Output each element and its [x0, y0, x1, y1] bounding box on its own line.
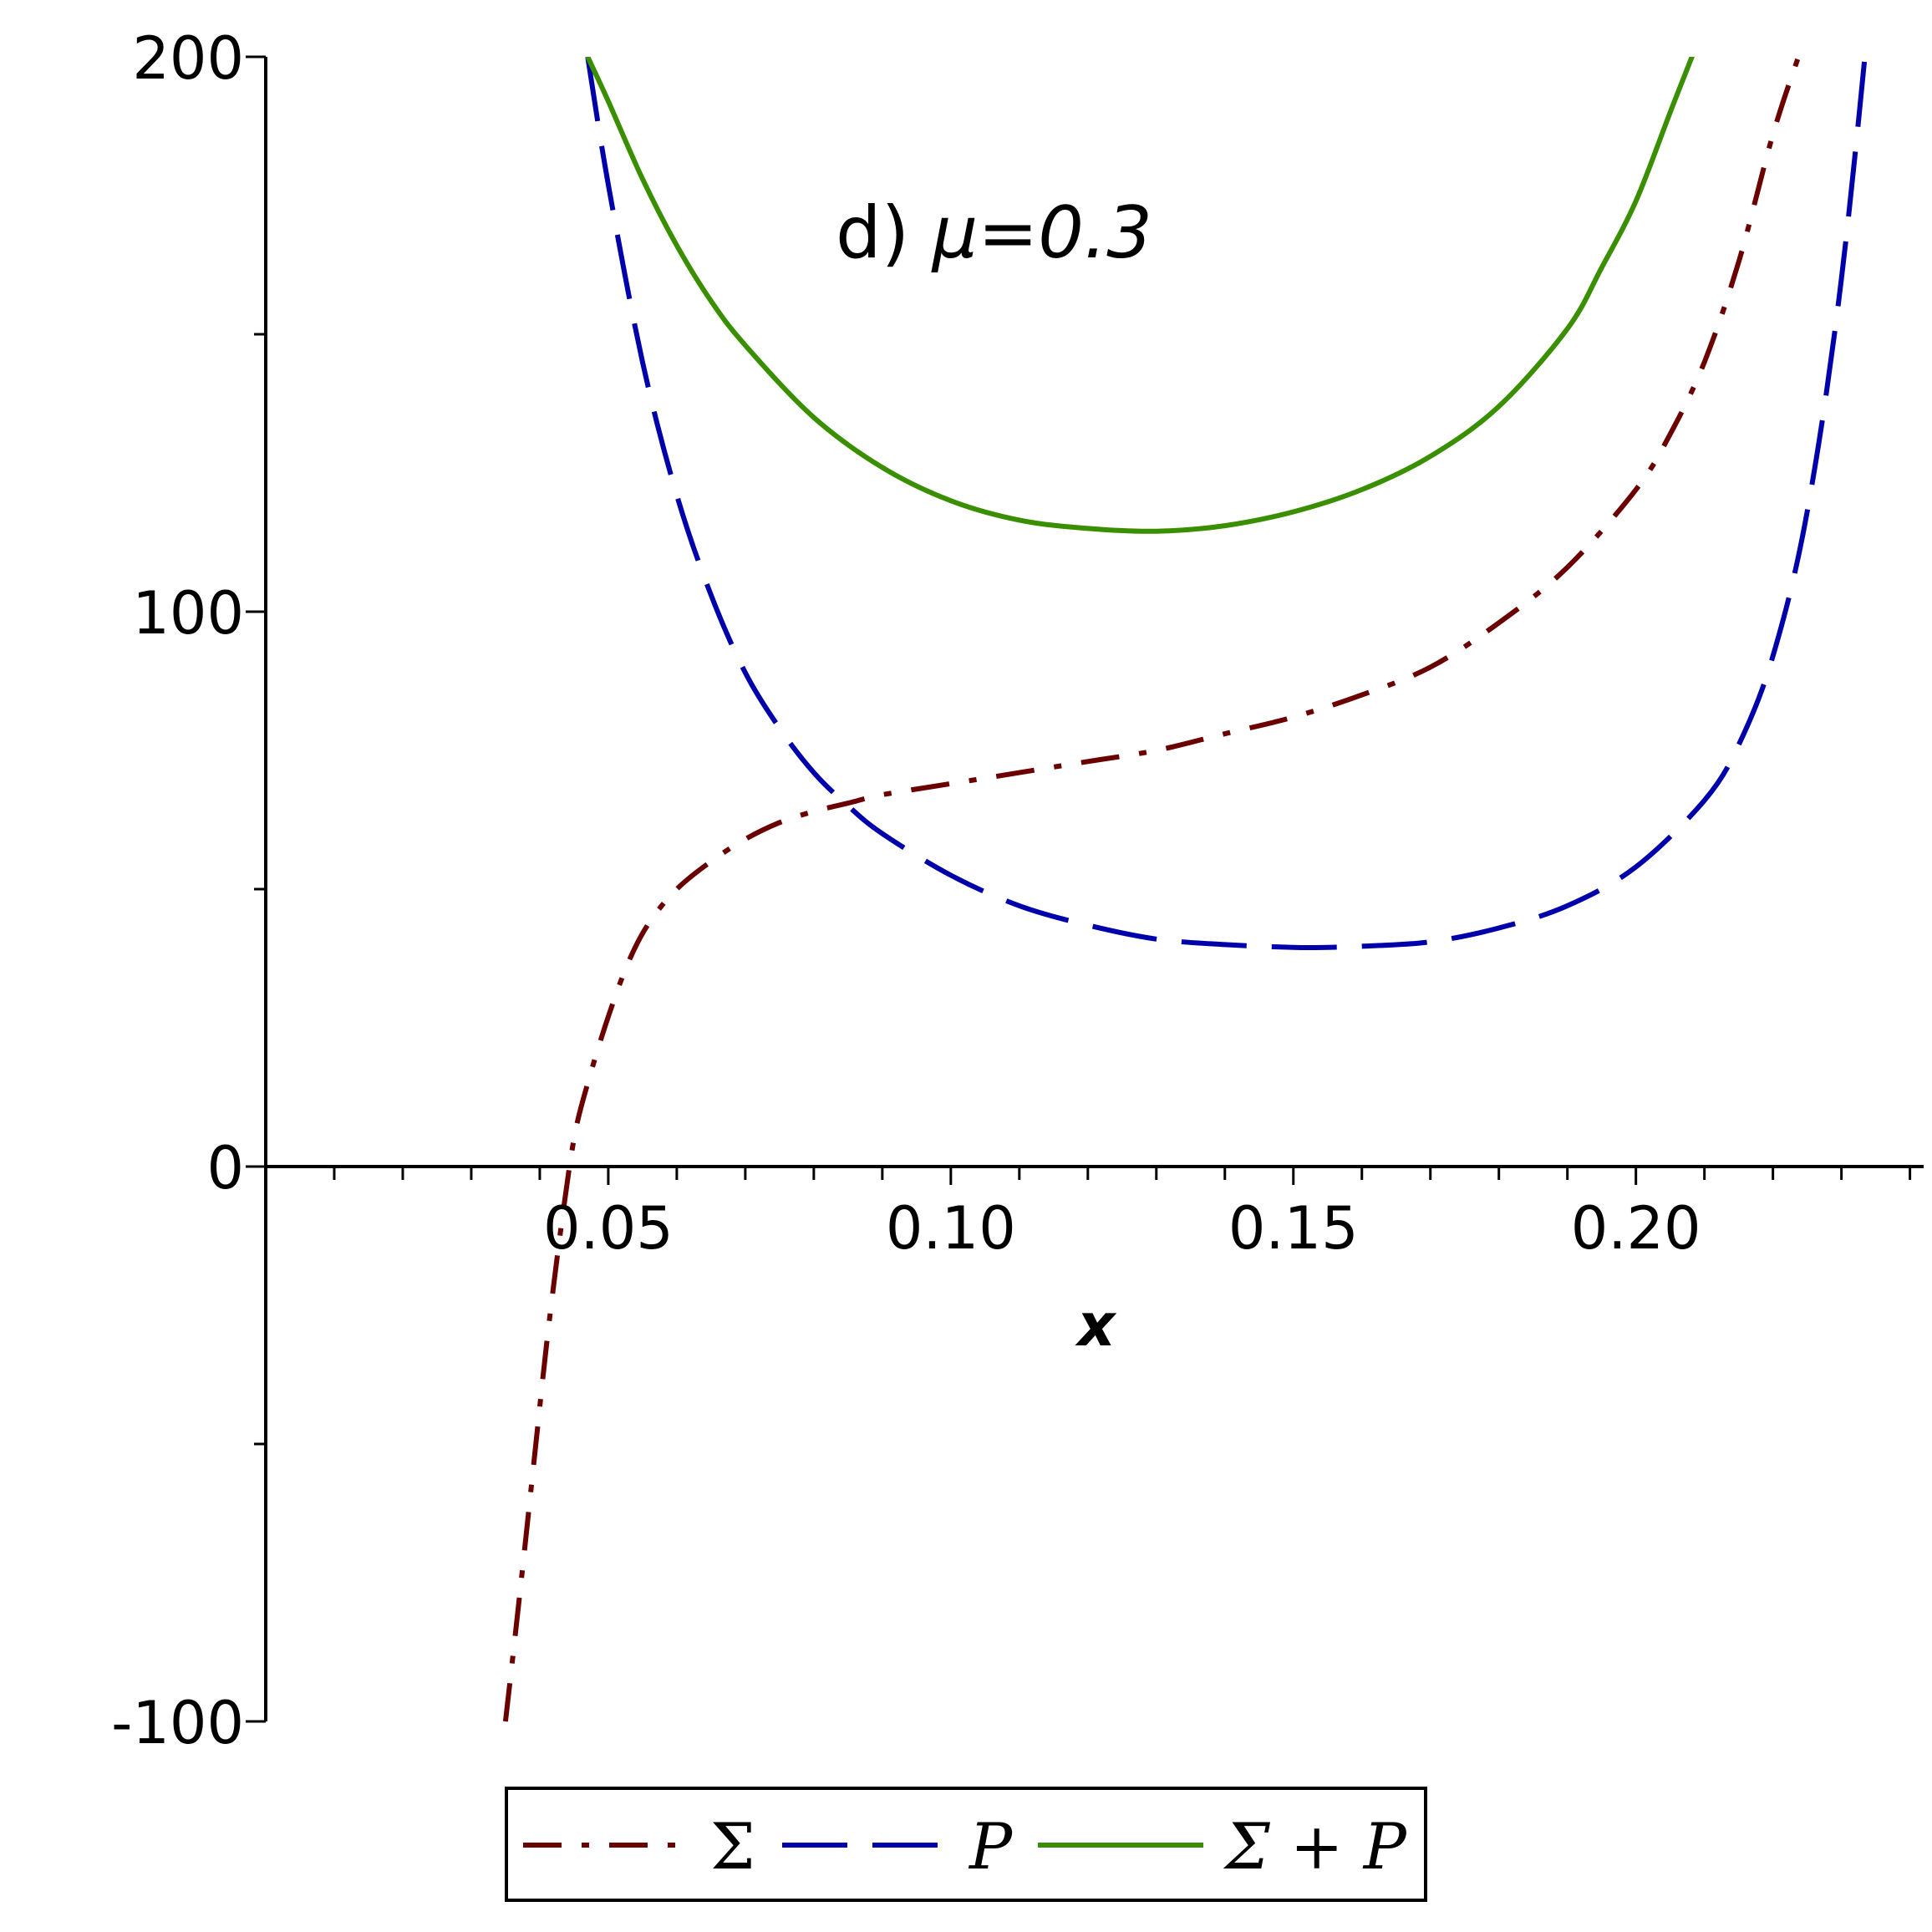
panel-annotation: d) μ=0.3	[836, 191, 1152, 275]
x-tick-label: 0.10	[886, 1194, 1016, 1263]
legend-label-sigma: Σ	[710, 1809, 755, 1884]
x-tick-label: 0.20	[1571, 1194, 1701, 1263]
legend-label-p: P	[968, 1809, 1014, 1884]
y-ticks	[246, 55, 266, 1723]
legend-label-sigma-plus-p: Σ + P	[1223, 1809, 1408, 1884]
series-line-p	[585, 57, 1868, 951]
y-tick-label: 200	[132, 24, 244, 93]
x-tick-labels: 0.05 0.10 0.15 0.20	[543, 1194, 1701, 1263]
y-tick-label: -100	[111, 1689, 244, 1757]
series-line-sigma-plus-p	[585, 57, 1695, 534]
curves	[502, 57, 1868, 1722]
legend-box	[505, 1787, 1427, 1902]
x-axis-title: x	[1075, 1291, 1116, 1360]
x-ticks	[333, 1167, 1912, 1185]
annotation-text: μ=0.3	[930, 191, 1152, 275]
legend: Σ P Σ + P	[505, 1787, 1427, 1902]
y-tick-label: 0	[206, 1134, 244, 1202]
y-tick-labels: -100 0 100 200	[111, 24, 244, 1757]
annotation-prefix: d)	[836, 191, 932, 275]
x-tick-label: 0.05	[543, 1194, 674, 1263]
x-tick-label: 0.15	[1228, 1194, 1359, 1263]
series-line-sigma	[502, 57, 1802, 1722]
y-tick-label: 100	[132, 579, 244, 648]
axes: 0.05 0.10 0.15 0.20 -100 0 100 200	[111, 24, 1924, 1757]
